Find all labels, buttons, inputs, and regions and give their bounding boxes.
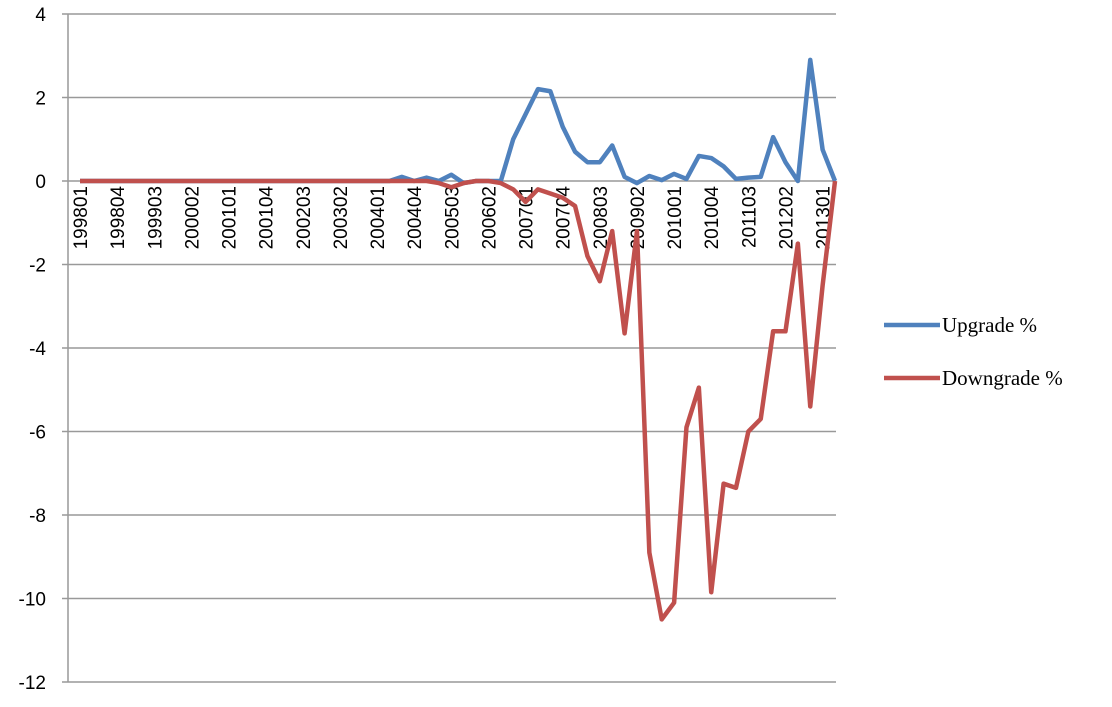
x-tick-label: 200302 [331, 186, 352, 249]
y-tick-label: 0 [35, 172, 46, 193]
x-tick-label: 200203 [294, 186, 315, 249]
x-tick-label: 201202 [776, 186, 797, 249]
x-tick-label: 200002 [182, 186, 203, 249]
legend-label: Downgrade % [942, 366, 1063, 390]
series-line [80, 178, 838, 622]
y-tick-label: -12 [19, 673, 46, 694]
y-tick-label: -6 [29, 423, 46, 444]
x-tick-label: 200104 [257, 186, 278, 250]
x-tick-label: 201103 [739, 186, 760, 248]
x-tick-label: 200503 [442, 186, 463, 249]
x-tick-label: 200902 [628, 186, 649, 249]
y-tick-label: -4 [29, 339, 46, 360]
x-tick-label: 199804 [108, 186, 129, 250]
x-tick-label: 200401 [368, 186, 389, 249]
x-tick-label: 200602 [479, 186, 500, 249]
x-tick-label: 200404 [405, 186, 426, 250]
x-tick-label: 201001 [665, 186, 686, 249]
legend-label: Upgrade % [942, 313, 1037, 337]
x-tick-label: 201004 [702, 186, 723, 250]
x-tick-label: 199801 [71, 186, 92, 249]
y-tick-label: -8 [29, 506, 46, 527]
y-tick-label: 2 [35, 89, 46, 110]
x-tick-label: 199903 [145, 186, 166, 249]
x-tick-label: 200803 [591, 186, 612, 249]
x-tick-label: 200101 [220, 186, 241, 249]
y-tick-label: -2 [29, 256, 46, 277]
series-line [80, 57, 838, 186]
x-tick-label: 200701 [517, 186, 538, 249]
y-tick-label: -10 [19, 590, 46, 611]
y-tick-label: 4 [35, 5, 46, 26]
